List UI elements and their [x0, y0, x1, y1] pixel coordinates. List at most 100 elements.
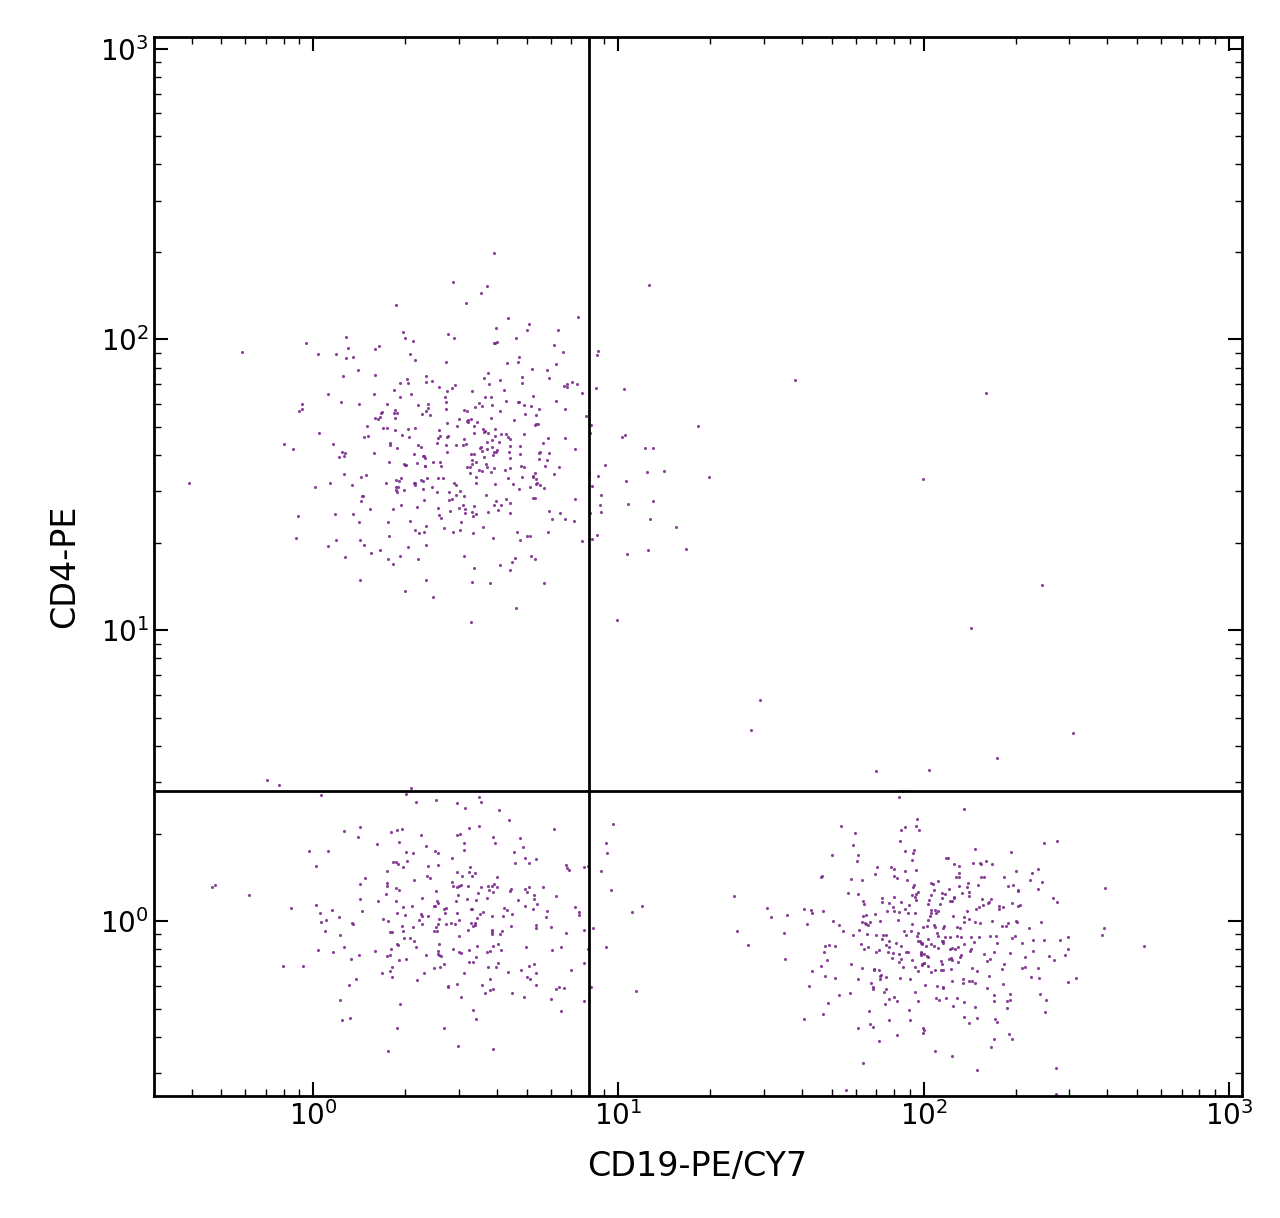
Point	[913, 469, 933, 488]
Point	[812, 866, 832, 885]
Point	[961, 927, 982, 946]
Point	[538, 521, 558, 541]
Point	[884, 866, 905, 885]
Point	[316, 910, 337, 929]
Point	[883, 887, 904, 906]
Point	[393, 322, 413, 341]
Point	[1093, 918, 1114, 938]
Point	[924, 881, 945, 900]
Point	[846, 851, 867, 871]
Point	[390, 468, 411, 487]
Point	[412, 471, 433, 491]
Point	[460, 862, 480, 882]
Point	[292, 395, 312, 414]
Point	[465, 397, 485, 417]
Point	[417, 906, 438, 926]
Point	[556, 855, 576, 875]
Point	[439, 482, 460, 502]
Point	[442, 849, 462, 868]
Point	[481, 906, 502, 926]
Point	[855, 914, 876, 933]
Point	[393, 922, 413, 942]
Point	[447, 826, 467, 845]
Point	[372, 419, 393, 438]
Point	[394, 456, 415, 475]
Point	[365, 365, 385, 385]
Point	[924, 937, 945, 956]
Point	[520, 526, 540, 546]
Point	[306, 895, 326, 915]
Point	[509, 480, 530, 499]
Point	[364, 385, 384, 404]
Point	[977, 978, 997, 998]
Point	[876, 935, 896, 955]
Point	[666, 518, 686, 537]
Point	[454, 963, 475, 983]
Point	[869, 961, 890, 980]
Point	[860, 1015, 881, 1034]
Point	[388, 477, 408, 497]
Point	[858, 916, 878, 935]
Point	[456, 798, 476, 817]
Point	[406, 475, 426, 495]
Point	[444, 375, 465, 395]
Point	[1047, 893, 1068, 912]
Point	[484, 496, 504, 515]
Point	[443, 474, 463, 493]
Point	[614, 379, 635, 398]
Point	[961, 618, 982, 637]
Point	[447, 974, 467, 994]
Point	[500, 916, 521, 935]
Point	[334, 446, 355, 465]
Point	[927, 901, 947, 921]
Point	[415, 523, 435, 542]
Point	[841, 955, 861, 974]
Point	[444, 328, 465, 347]
Point	[383, 499, 403, 519]
Point	[378, 419, 398, 438]
Point	[321, 900, 342, 920]
Point	[486, 877, 507, 896]
Point	[851, 959, 872, 978]
Point	[933, 918, 954, 938]
Point	[454, 503, 475, 523]
Point	[375, 884, 396, 904]
Point	[586, 378, 607, 397]
Point	[933, 960, 954, 979]
Point	[403, 917, 424, 937]
Point	[626, 980, 646, 1000]
Point	[887, 868, 908, 888]
Point	[447, 903, 467, 922]
Point	[899, 904, 919, 923]
Point	[544, 335, 564, 354]
Point	[918, 890, 938, 910]
Point	[396, 456, 416, 475]
Point	[639, 275, 659, 295]
Point	[440, 914, 461, 933]
Point	[924, 900, 945, 920]
Point	[389, 950, 410, 970]
Point	[559, 860, 580, 879]
Point	[847, 884, 868, 904]
Point	[968, 876, 988, 895]
Point	[434, 1018, 454, 1038]
Point	[479, 879, 499, 899]
Point	[823, 911, 844, 931]
Point	[854, 894, 874, 914]
Point	[416, 571, 436, 591]
Point	[484, 244, 504, 263]
Point	[936, 884, 956, 904]
Point	[536, 359, 557, 379]
Point	[589, 341, 609, 361]
Point	[426, 892, 447, 911]
Point	[361, 543, 381, 563]
Point	[580, 423, 600, 442]
Point	[874, 994, 895, 1013]
Point	[398, 419, 419, 438]
Point	[643, 438, 663, 458]
Point	[643, 491, 663, 510]
Point	[527, 894, 548, 914]
Point	[429, 420, 449, 440]
Point	[471, 397, 492, 417]
Point	[425, 896, 445, 916]
